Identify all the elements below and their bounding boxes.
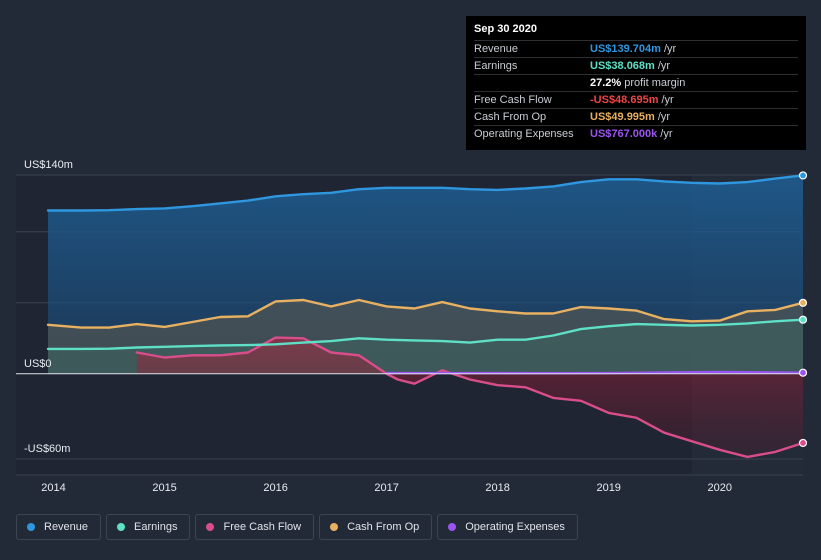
tooltip-row: Earnings US$38.068m/yr [474, 57, 798, 74]
tooltip-row-name: Free Cash Flow [474, 94, 552, 106]
series-lines [46, 174, 805, 459]
legend: Revenue Earnings Free Cash Flow Cash From O… [16, 514, 578, 540]
tooltip-row-name: Revenue [474, 43, 519, 55]
series-areas [48, 175, 804, 457]
legend-label: Cash From Op [347, 521, 420, 533]
earnings-line [46, 318, 805, 351]
tooltip-row-unit: /yr [663, 43, 677, 55]
fcf-line [135, 336, 805, 459]
x-tick-label: 2018 [485, 482, 509, 494]
tooltip-row-unit: /yr [660, 128, 673, 140]
legend-item-operating-expenses[interactable]: Operating Expenses [437, 514, 578, 540]
legend-label: Revenue [44, 521, 89, 533]
tooltip-row-value: -US$48.695m [590, 94, 659, 106]
x-tick-label: 2017 [374, 482, 398, 494]
tooltip-row: Revenue US$139.704m/yr [474, 40, 798, 57]
legend-item-earnings[interactable]: Earnings [106, 514, 191, 540]
tooltip-row-value: US$139.704m [590, 43, 661, 55]
tooltip-row-unit: /yr [657, 60, 671, 72]
revenue-line [46, 174, 805, 212]
tooltip-date: Sep 30 2020 [474, 23, 537, 35]
legend-dot-icon [206, 523, 215, 531]
tooltip-row-value: US$49.995m [590, 111, 655, 123]
tooltip-rows: Revenue US$139.704m/yr Earnings US$38.068m /… [474, 40, 798, 142]
legend-item-free-cash-flow[interactable]: Free Cash Flow [195, 514, 315, 540]
earnings-end-marker [798, 315, 808, 324]
y-axis-labels: US$140m US$0 -US$60m [24, 159, 73, 455]
y-tick-label: US$0 [24, 358, 52, 370]
tooltip-row: Operating Expenses US$767.000k/yr [474, 125, 798, 142]
series-end-markers [798, 171, 808, 448]
legend-dot-icon [448, 523, 457, 531]
revenue-end-marker [798, 171, 808, 180]
tooltip-row: Free Cash Flow -US$48.695m/yr [474, 91, 798, 108]
tooltip-row: 27.2% profit margin [474, 74, 798, 91]
tooltip-row-name: Operating Expenses [474, 128, 574, 140]
tooltip-row-name: Earnings [474, 60, 518, 72]
tooltip-row: Cash From Op US$49.995m/yr [474, 108, 798, 125]
opex-end-marker [798, 368, 808, 377]
legend-dot-icon [117, 523, 126, 531]
tooltip: Sep 30 2020 Revenue US$139.704m/yr Earning… [466, 16, 806, 150]
tooltip-row-unit: /yr [657, 111, 671, 123]
tooltip-row-unit: profit margin [624, 77, 686, 89]
tooltip-row-value: 27.2% [590, 77, 622, 89]
legend-dot-icon [330, 523, 339, 531]
legend-label: Operating Expenses [465, 521, 565, 533]
x-axis-labels: 2014 2015 2016 2017 2018 2019 2020 [41, 482, 732, 494]
tooltip-row-value: US$38.068m [590, 60, 655, 72]
x-tick-label: 2015 [152, 482, 176, 494]
opex-line [385, 370, 805, 375]
tooltip-row-unit: /yr [661, 94, 674, 106]
x-tick-label: 2014 [41, 482, 65, 494]
free-cash-flow-area [136, 337, 804, 457]
y-tick-label: US$140m [24, 159, 73, 171]
x-tick-label: 2020 [707, 482, 731, 494]
legend-label: Free Cash Flow [223, 521, 302, 533]
tooltip-row-value: US$767.000k [590, 128, 658, 140]
cfo-line [46, 298, 805, 329]
legend-label: Earnings [134, 521, 178, 533]
cfo-end-marker [798, 298, 808, 307]
x-tick-label: 2019 [596, 482, 620, 494]
legend-item-revenue[interactable]: Revenue [16, 514, 102, 540]
x-tick-label: 2016 [263, 482, 287, 494]
fcf-end-marker [798, 438, 808, 448]
legend-dot-icon [27, 523, 35, 531]
y-tick-label: -US$60m [24, 443, 70, 455]
tooltip-row-name: Cash From Op [474, 111, 547, 123]
legend-item-cash-from-op[interactable]: Cash From Op [319, 514, 433, 540]
